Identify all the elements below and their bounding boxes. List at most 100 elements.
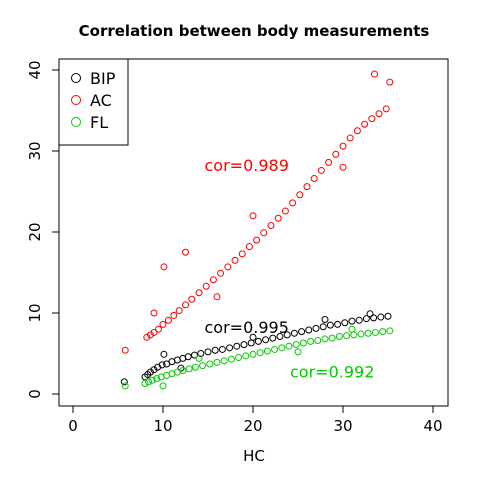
data-point — [253, 236, 261, 244]
data-point — [150, 328, 158, 336]
data-point — [310, 175, 318, 183]
data-point — [366, 310, 374, 318]
data-point — [290, 329, 298, 337]
data-point — [197, 350, 205, 357]
legend-label: FL — [90, 113, 108, 132]
data-point — [355, 316, 363, 324]
data-point — [218, 345, 226, 353]
legend-label: AC — [90, 91, 112, 110]
annotation-label: cor=0.989 — [205, 156, 289, 175]
data-point — [262, 336, 270, 344]
data-point — [188, 295, 196, 303]
data-point — [179, 367, 187, 375]
data-point — [305, 326, 313, 334]
data-point — [326, 321, 334, 329]
data-point — [285, 342, 293, 350]
data-point — [364, 329, 372, 337]
data-point — [182, 248, 189, 256]
legend-marker — [71, 117, 81, 127]
data-point — [341, 319, 349, 327]
data-point — [175, 307, 183, 315]
data-point — [150, 366, 158, 374]
data-point — [204, 348, 212, 356]
legend-marker — [71, 95, 81, 105]
data-point — [170, 311, 178, 319]
data-point — [148, 376, 156, 384]
data-point — [217, 269, 225, 277]
data-point — [260, 229, 268, 237]
data-point — [298, 328, 306, 336]
data-point — [160, 263, 168, 271]
data-point — [226, 344, 234, 352]
data-point — [191, 351, 198, 359]
x-tick-label: 40 — [423, 417, 442, 435]
data-point — [384, 312, 392, 320]
data-point — [256, 349, 264, 357]
data-point — [289, 199, 297, 207]
data-point — [314, 337, 322, 345]
data-point — [339, 163, 347, 171]
data-point — [150, 309, 158, 317]
data-point — [296, 191, 304, 199]
series-ac — [121, 70, 394, 354]
data-point — [195, 289, 203, 297]
data-point — [281, 207, 289, 215]
data-point — [307, 337, 315, 345]
data-point — [242, 352, 250, 360]
data-point — [263, 347, 271, 355]
legend: BIP AC FL — [58, 58, 129, 146]
data-point — [146, 331, 154, 339]
data-point — [321, 335, 329, 343]
y-tick-label: 0 — [26, 389, 44, 399]
data-point — [141, 379, 149, 387]
data-point — [348, 317, 356, 325]
data-point — [206, 360, 214, 368]
data-point — [271, 345, 279, 353]
data-point — [211, 346, 219, 354]
data-point — [328, 334, 336, 342]
data-point — [191, 363, 199, 371]
data-point — [303, 183, 311, 191]
data-point — [213, 358, 221, 366]
data-point — [319, 323, 327, 331]
data-point — [276, 332, 284, 340]
data-point — [283, 331, 291, 339]
data-point — [249, 350, 257, 358]
data-point — [160, 350, 168, 358]
data-point — [155, 325, 162, 333]
data-point — [274, 214, 282, 222]
legend-box — [58, 58, 129, 146]
data-point — [377, 313, 385, 321]
data-point — [375, 110, 383, 118]
data-point — [220, 357, 228, 365]
data-point — [379, 328, 387, 336]
data-point — [294, 348, 302, 356]
data-point — [353, 127, 361, 135]
data-point — [339, 142, 347, 150]
series-bip — [120, 310, 392, 386]
data-point — [227, 355, 235, 363]
data-point — [350, 331, 358, 339]
data-point — [321, 315, 329, 323]
data-point — [164, 316, 172, 324]
data-point — [202, 282, 210, 290]
data-points — [120, 70, 394, 390]
data-point — [278, 344, 286, 352]
data-point — [240, 341, 248, 349]
data-point — [371, 70, 378, 78]
x-tick-label: 20 — [243, 417, 262, 435]
legend-label: BIP — [90, 69, 116, 88]
data-point — [249, 333, 257, 341]
data-point — [213, 293, 221, 301]
data-point — [209, 276, 217, 284]
data-point — [121, 346, 129, 354]
data-point — [159, 320, 167, 328]
data-point — [120, 378, 128, 386]
data-point — [224, 263, 232, 271]
data-point — [199, 362, 207, 370]
data-point — [254, 337, 262, 345]
data-point — [348, 325, 356, 333]
y-tick-label: 20 — [26, 222, 44, 241]
y-axis: 0 10 20 30 40 — [26, 60, 60, 399]
